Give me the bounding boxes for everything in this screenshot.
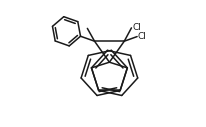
Text: Cl: Cl <box>138 32 147 41</box>
Text: Cl: Cl <box>132 23 141 32</box>
